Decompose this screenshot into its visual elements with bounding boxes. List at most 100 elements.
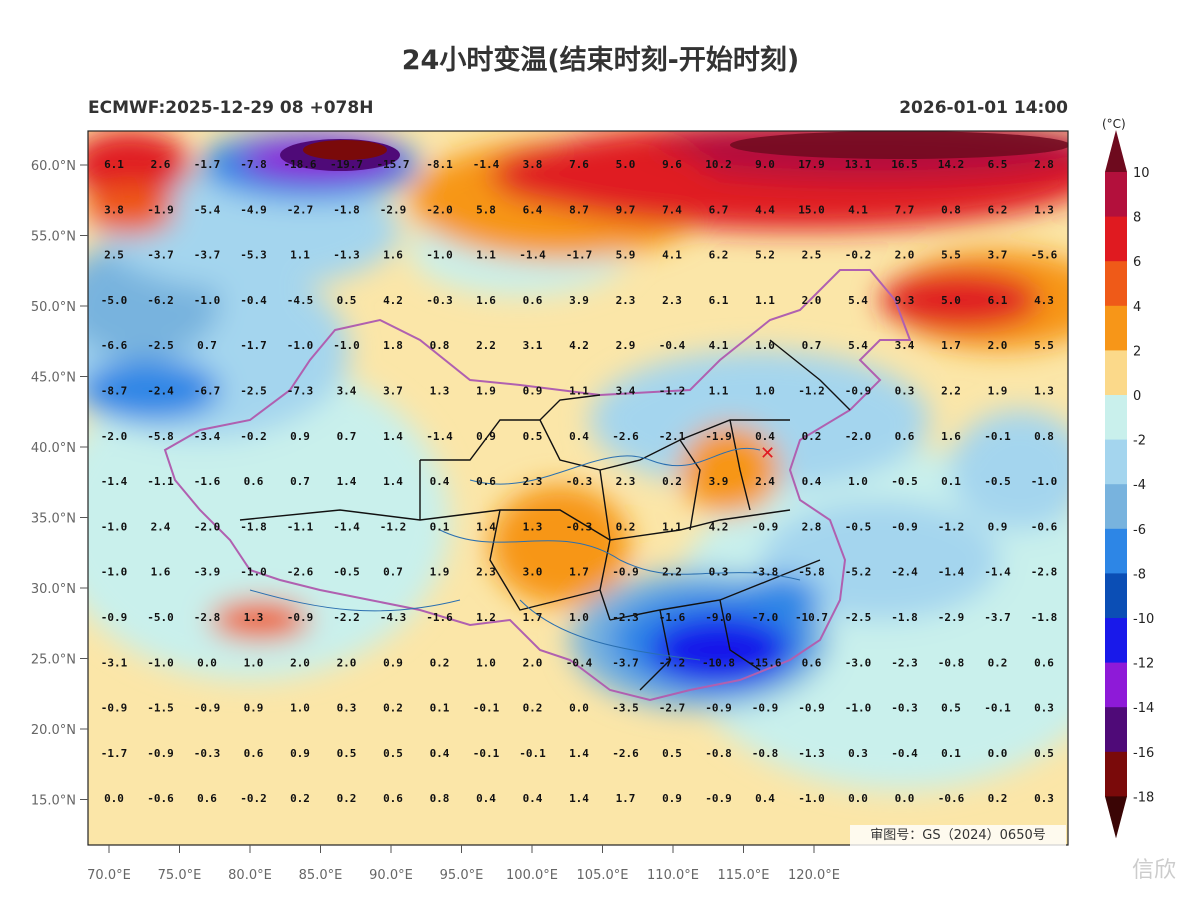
grid-value: -1.0 <box>287 339 314 352</box>
grid-value: -2.9 <box>380 203 407 216</box>
grid-value: 2.8 <box>802 520 822 533</box>
grid-value: 2.5 <box>802 249 822 262</box>
grid-value: -2.7 <box>287 203 314 216</box>
grid-value: 2.2 <box>476 339 496 352</box>
grid-value: 0.4 <box>430 747 450 760</box>
grid-value: 5.0 <box>616 158 636 171</box>
colorbar-segment <box>1105 172 1127 218</box>
grid-value: 1.1 <box>755 294 775 307</box>
grid-value: 0.5 <box>662 747 682 760</box>
grid-value: -4.9 <box>240 203 267 216</box>
grid-value: -2.2 <box>333 611 360 624</box>
extreme-cold-core-inner <box>303 140 387 160</box>
grid-value: -0.2 <box>240 430 267 443</box>
grid-value: 1.0 <box>290 702 310 715</box>
grid-value: 0.3 <box>895 385 915 398</box>
grid-value: 2.0 <box>290 656 310 669</box>
grid-value: -1.0 <box>333 339 360 352</box>
grid-value: 0.7 <box>802 339 822 352</box>
grid-value: -0.9 <box>705 702 732 715</box>
grid-value: 5.5 <box>1034 339 1054 352</box>
grid-value: -5.0 <box>147 611 174 624</box>
grid-value: -15.6 <box>748 656 781 669</box>
grid-value: 0.9 <box>988 520 1008 533</box>
grid-value: 0.2 <box>430 656 450 669</box>
grid-value: -2.8 <box>1031 566 1058 579</box>
grid-value: 0.9 <box>1081 747 1101 760</box>
grid-value: 0.9 <box>290 747 310 760</box>
grid-value: 4.1 <box>848 203 868 216</box>
longitude-axis: 70.0°E 75.0°E 80.0°E 85.0°E 90.0°E 95.0°E 100.… <box>87 845 840 883</box>
grid-value: 0.2 <box>523 702 543 715</box>
grid-value: 1.0 <box>755 339 775 352</box>
grid-value: -1.8 <box>240 520 267 533</box>
grid-value: 14.2 <box>938 158 965 171</box>
grid-value: -1.1 <box>287 520 314 533</box>
grid-value: -0.1 <box>519 747 546 760</box>
grid-value: 5.5 <box>941 249 961 262</box>
grid-value: 0.8 <box>1034 430 1054 443</box>
colorbar-label: -8 <box>1133 567 1146 582</box>
colorbar-segment <box>1105 618 1127 664</box>
grid-value: 1.9 <box>476 385 496 398</box>
grid-value: 1.6 <box>476 294 496 307</box>
colorbar-segment <box>1105 395 1127 441</box>
grid-value: -0.6 <box>1031 520 1058 533</box>
grid-value: 0.7 <box>383 566 403 579</box>
grid-value: 1.0 <box>244 656 264 669</box>
grid-value: -1.4 <box>473 158 500 171</box>
grid-value: -2.3 <box>891 656 918 669</box>
review-number: 审图号：GS（2024）0650号 <box>850 825 1066 847</box>
colorbar-segment <box>1105 305 1127 351</box>
grid-value: 13.1 <box>845 158 872 171</box>
grid-value: 3.4 <box>337 385 357 398</box>
grid-value: -1.1 <box>147 475 174 488</box>
grid-value: 8.7 <box>569 203 589 216</box>
grid-value: 5.0 <box>941 294 961 307</box>
capital-marker: ✕ <box>760 443 775 464</box>
grid-value: 9.3 <box>895 294 915 307</box>
grid-value: 10. <box>1081 294 1101 307</box>
grid-value: 0.6 <box>244 747 264 760</box>
colorbar-label: -16 <box>1133 746 1154 761</box>
grid-value: 0.5 <box>337 747 357 760</box>
grid-value: 1.1 <box>476 249 496 262</box>
grid-value: -5.3 <box>240 249 267 262</box>
latitude-axis: 60.0°N 55.0°N 50.0°N 45.0°N 40.0°N 35.0°N 30.0… <box>31 159 88 809</box>
grid-value: -2.1 <box>659 430 686 443</box>
grid-value: 3.0 <box>523 566 543 579</box>
grid-value: -0.2 <box>845 249 872 262</box>
rivers <box>249 447 801 661</box>
grid-value: -1.6 <box>194 475 221 488</box>
grid-value: -1.0 <box>101 520 128 533</box>
grid-value: 1.1 <box>709 385 729 398</box>
grid-value: -1.2 <box>938 520 965 533</box>
grid-value: -5.4 <box>194 203 221 216</box>
grid-value: 2.3 <box>476 566 496 579</box>
country-border <box>163 269 912 702</box>
grid-value: 0.0 <box>197 656 217 669</box>
grid-value: -5.2 <box>845 566 872 579</box>
grid-value: 0.8 <box>1081 702 1101 715</box>
grid-value: 1.2 <box>476 611 496 624</box>
grid-value: 1.0 <box>848 475 868 488</box>
grid-value: 0.1 <box>941 747 961 760</box>
grid-value: 0.6 <box>1034 656 1054 669</box>
grid-value: 3.7 <box>383 385 403 398</box>
grid-value: 4.9 <box>1081 385 1101 398</box>
grid-value: 0.3 <box>709 566 729 579</box>
grid-value: -0.2 <box>240 792 267 805</box>
colorbar-top-arrow <box>1105 130 1127 172</box>
grid-value: -4.5 <box>287 294 314 307</box>
grid-value: -3.7 <box>147 249 174 262</box>
grid-value: -0.9 <box>752 520 779 533</box>
lat-label: 50.0°N <box>31 300 76 315</box>
grid-value: -0.1 <box>984 430 1011 443</box>
grid-value: -3.7 <box>984 611 1011 624</box>
lat-label: 35.0°N <box>31 512 76 527</box>
grid-value: 1.3 <box>430 385 450 398</box>
grid-value: 0.2 <box>988 792 1008 805</box>
grid-value: -1.7 <box>194 158 221 171</box>
grid-value: -0.1 <box>473 702 500 715</box>
grid-value: 6.4 <box>523 203 543 216</box>
